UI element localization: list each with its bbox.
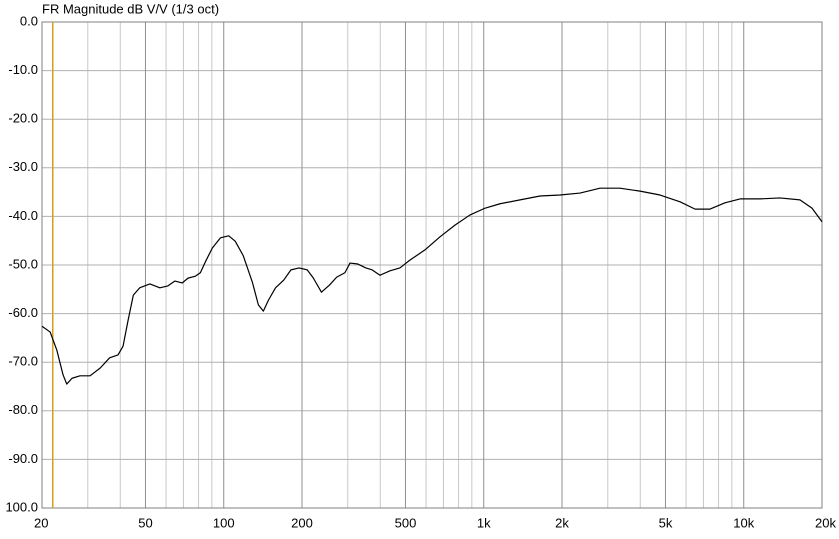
x-tick-label: 2k bbox=[555, 515, 569, 530]
response-line bbox=[41, 187, 823, 385]
x-tick-label: 10k bbox=[733, 515, 754, 530]
y-tick-label: -20.0 bbox=[8, 111, 38, 126]
y-tick-label: 0.0 bbox=[20, 13, 38, 28]
x-tick-label: 100 bbox=[213, 515, 235, 530]
x-tick-label: 20k bbox=[815, 515, 836, 530]
chart-title: FR Magnitude dB V/V (1/3 oct) bbox=[42, 1, 219, 16]
y-tick-label: -10.0 bbox=[8, 62, 38, 77]
x-tick-label: 500 bbox=[395, 515, 417, 530]
x-tick-label: 5k bbox=[659, 515, 673, 530]
y-tick-label: -90.0 bbox=[8, 451, 38, 466]
x-tick-label: 1k bbox=[477, 515, 491, 530]
plot-border bbox=[41, 21, 823, 509]
x-tick-label: 200 bbox=[291, 515, 313, 530]
y-tick-label: -30.0 bbox=[8, 159, 38, 174]
y-tick-label: -60.0 bbox=[8, 305, 38, 320]
y-tick-label: -50.0 bbox=[8, 256, 38, 271]
y-tick-label: 100.0 bbox=[5, 499, 38, 514]
x-tick-label: 20 bbox=[34, 515, 48, 530]
y-tick-label: -40.0 bbox=[8, 208, 38, 223]
y-tick-label: -70.0 bbox=[8, 354, 38, 369]
y-tick-label: -80.0 bbox=[8, 402, 38, 417]
x-tick-label: 50 bbox=[138, 515, 152, 530]
